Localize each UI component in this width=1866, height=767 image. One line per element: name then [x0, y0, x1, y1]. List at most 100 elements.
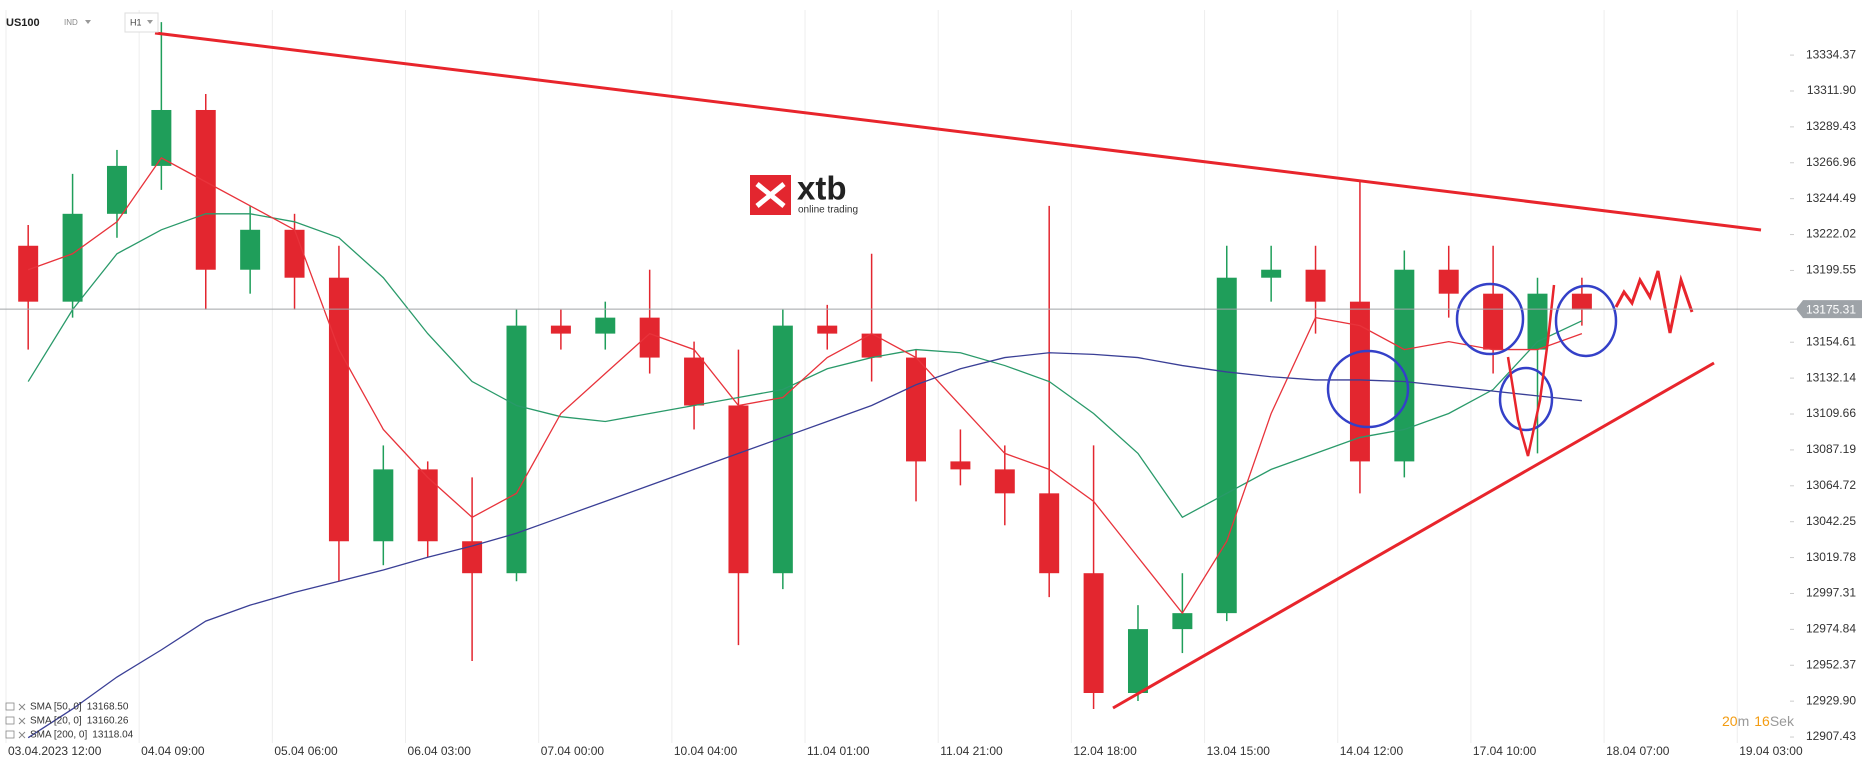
candle-body: [195, 109, 216, 270]
candle-body: [18, 245, 39, 302]
candle-body: [861, 333, 882, 358]
x-tick-label: 18.04 07:00: [1606, 744, 1670, 758]
candle-body: [1438, 269, 1459, 294]
legend-value: 13168.50: [87, 702, 129, 713]
candle-body: [1039, 493, 1060, 574]
symbol: US100: [6, 17, 40, 29]
candle-body: [1394, 269, 1415, 462]
timeframe: H1: [130, 17, 142, 27]
candle-body: [373, 469, 394, 542]
x-tick-label: 13.04 15:00: [1207, 744, 1271, 758]
legend-close: [18, 717, 26, 725]
instrument-type: IND: [64, 18, 78, 27]
legend-name: SMA [200, 0]: [30, 730, 87, 741]
overlay: 13175.31 SMA [50, 0] 13168.50 SMA [20, 0] 13…: [0, 300, 1862, 741]
countdown-minutes-unit: m: [1738, 713, 1750, 729]
candle-body: [462, 541, 483, 574]
logo-tagline: online trading: [798, 205, 858, 216]
timeframe-button[interactable]: [124, 12, 159, 33]
resistance-trendline: [154, 31, 1762, 232]
y-tick-label: 13244.49: [1806, 191, 1856, 205]
y-tick-label: 13334.37: [1806, 47, 1856, 61]
y-tick-label: 13109.66: [1806, 406, 1856, 420]
x-tick-label: 14.04 12:00: [1340, 744, 1404, 758]
logo-name: xtb: [797, 170, 847, 207]
candle-body: [772, 325, 793, 574]
legend-name: SMA [50, 0]: [30, 702, 82, 713]
annotations: [154, 31, 1762, 710]
sma-line: [27, 157, 1583, 615]
countdown-seconds: 16: [1754, 713, 1770, 729]
x-tick-label: 11.04 21:00: [940, 744, 1003, 758]
y-tick-label: 13154.61: [1806, 334, 1856, 348]
forecast-zigzag: [1614, 270, 1694, 334]
legend-close: [18, 703, 26, 711]
highlight-circle: [1455, 282, 1525, 356]
candle-body: [106, 165, 127, 214]
x-tick-label: 11.04 01:00: [807, 744, 870, 758]
countdown-minutes: 20: [1722, 713, 1738, 729]
candle-body: [1483, 293, 1504, 350]
legend-name: SMA [20, 0]: [30, 716, 82, 727]
candle-body: [1083, 573, 1104, 694]
candle-body: [550, 325, 571, 334]
candle-body: [240, 229, 261, 270]
candle-body: [1349, 301, 1370, 462]
legend-value: 13160.26: [87, 716, 129, 727]
y-tick-label: 13019.78: [1806, 550, 1856, 564]
legend-icon: [5, 702, 15, 711]
countdown: 20m 16Sek: [1722, 713, 1795, 729]
y-tick-label: 12997.31: [1806, 586, 1856, 600]
current-price-tag: [1796, 300, 1862, 319]
highlight-circle: [1554, 284, 1618, 358]
legend-icon: [5, 730, 15, 739]
candle-body: [151, 109, 172, 166]
sma-line: [27, 213, 1583, 519]
candle-body: [595, 317, 616, 334]
candle-body: [328, 277, 349, 542]
x-tick-label: 05.04 06:00: [274, 744, 338, 758]
legend-value: 13118.04: [92, 730, 133, 741]
x-tick-label: 10.04 04:00: [674, 744, 738, 758]
current-price-label: 13175.31: [1806, 302, 1856, 316]
x-tick-label: 12.04 18:00: [1073, 744, 1137, 758]
y-tick-label: 13311.90: [1807, 83, 1856, 97]
x-tick-label: 03.04.2023 12:00: [8, 744, 102, 758]
x-tick-label: 07.04 00:00: [541, 744, 605, 758]
x-tick-label: 19.04 03:00: [1739, 744, 1803, 758]
candle-body: [1261, 269, 1282, 278]
logo-x: [755, 182, 786, 208]
highlight-circle: [1326, 349, 1410, 429]
plot: [18, 22, 1592, 739]
y-tick-label: 13266.96: [1806, 155, 1856, 169]
y-tick-label: 13289.43: [1806, 119, 1856, 133]
support-trendline: [1112, 361, 1715, 710]
y-tick-label: 12907.43: [1806, 729, 1856, 743]
candle-body: [284, 229, 305, 278]
candle-body: [639, 317, 660, 358]
candle-body: [1172, 613, 1193, 630]
y-tick-label: 12952.37: [1806, 657, 1856, 671]
candle-body: [1527, 293, 1548, 350]
y-tick-label: 13087.19: [1806, 442, 1856, 456]
highlight-circle: [1498, 366, 1554, 432]
sma-line: [27, 352, 1582, 739]
legend-icon: [5, 716, 15, 725]
y-tick-label: 12974.84: [1806, 622, 1856, 636]
logo: xtb online trading: [750, 170, 858, 216]
legend-close: [18, 731, 26, 739]
candle-body: [906, 357, 927, 462]
dropdown-arrow[interactable]: [85, 20, 91, 24]
candle-body: [728, 405, 749, 574]
candle-body: [950, 461, 971, 470]
candle-body: [1305, 269, 1326, 302]
grid: 03.04.2023 12:00 04.04 09:00 05.04 06:00 06…: [5, 10, 1856, 758]
x-tick-label: 04.04 09:00: [141, 744, 205, 758]
countdown-seconds-unit: Sek: [1770, 713, 1795, 729]
x-tick-label: 17.04 10:00: [1473, 744, 1537, 758]
candle-body: [417, 469, 438, 542]
candle-body: [994, 469, 1015, 494]
y-tick-label: 13222.02: [1806, 227, 1856, 241]
y-tick-label: 13199.55: [1806, 263, 1856, 277]
